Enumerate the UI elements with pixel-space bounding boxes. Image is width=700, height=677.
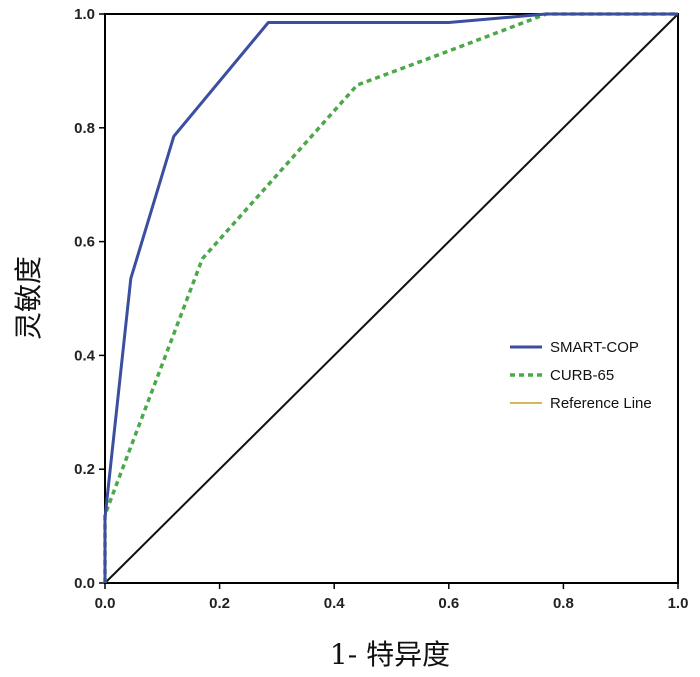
y-tick-label: 0.8 [74,120,95,137]
legend: SMART-COP CURB-65 Reference Line [510,339,652,412]
y-tick-label: 0.0 [74,575,95,592]
x-tick-label: 1.0 [668,595,689,612]
series-line-reference-line [104,13,679,584]
x-tick-label: 0.8 [553,595,574,612]
series-layer [103,12,679,584]
x-tick-label: 0.0 [95,595,116,612]
plot-area [104,13,679,584]
x-tick-label: 0.6 [438,595,459,612]
legend-label: SMART-COP [550,339,639,356]
y-axis-title: 灵敏度 [12,256,45,340]
legend-label: CURB-65 [550,367,614,384]
y-tick-label: 0.6 [74,234,95,251]
legend-label: Reference Line [550,395,652,412]
y-tick-label: 1.0 [74,6,95,23]
series-line-smart-cop [103,12,678,583]
y-tick-label: 0.2 [74,461,95,478]
x-tick-label: 0.2 [209,595,230,612]
y-tick-label: 0.4 [74,347,96,364]
plot-frame [104,13,679,584]
x-tick-label: 0.4 [324,595,346,612]
x-axis-title: 1- 特异度 [330,638,450,671]
axis-ticks: 0.0 0.2 0.4 0.6 0.8 1.0 0.0 0.2 0.4 0.6 0.8 1.0 [74,6,688,612]
